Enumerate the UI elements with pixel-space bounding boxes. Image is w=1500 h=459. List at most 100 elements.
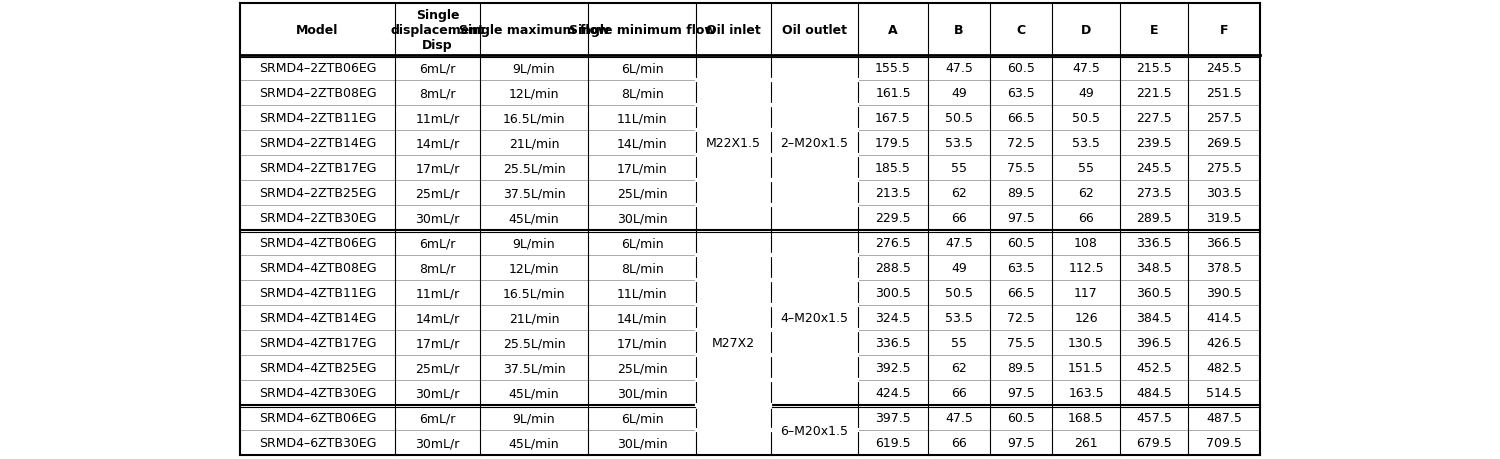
Text: 392.5: 392.5	[874, 361, 910, 374]
Text: 75.5: 75.5	[1007, 162, 1035, 174]
Text: 30L/min: 30L/min	[616, 212, 668, 224]
Text: 8L/min: 8L/min	[621, 262, 663, 274]
Text: 25mL/r: 25mL/r	[416, 187, 459, 200]
Text: 215.5: 215.5	[1136, 62, 1172, 75]
Text: SRMD4–6ZTB30EG: SRMD4–6ZTB30EG	[258, 436, 376, 449]
Text: 6mL/r: 6mL/r	[420, 411, 456, 424]
Text: 72.5: 72.5	[1007, 311, 1035, 325]
Text: 21L/min: 21L/min	[509, 137, 560, 150]
Text: M27X2: M27X2	[712, 336, 754, 349]
Text: 66: 66	[951, 386, 968, 399]
Text: 6L/min: 6L/min	[621, 411, 663, 424]
Text: 50.5: 50.5	[1072, 112, 1100, 125]
Text: 49: 49	[951, 262, 968, 274]
Text: 397.5: 397.5	[874, 411, 910, 424]
Text: 37.5L/min: 37.5L/min	[503, 361, 566, 374]
Text: 261: 261	[1074, 436, 1098, 449]
Text: 66: 66	[951, 212, 968, 224]
Text: 25.5L/min: 25.5L/min	[503, 162, 566, 174]
Text: 62: 62	[951, 187, 968, 200]
Text: 6L/min: 6L/min	[621, 236, 663, 249]
Text: 336.5: 336.5	[1136, 236, 1172, 249]
Text: 324.5: 324.5	[874, 311, 910, 325]
Text: 227.5: 227.5	[1136, 112, 1172, 125]
Text: M22X1.5: M22X1.5	[706, 137, 760, 150]
Text: 303.5: 303.5	[1206, 187, 1242, 200]
Text: 487.5: 487.5	[1206, 411, 1242, 424]
Text: 14L/min: 14L/min	[616, 137, 668, 150]
Text: 414.5: 414.5	[1206, 311, 1242, 325]
Text: 25.5L/min: 25.5L/min	[503, 336, 566, 349]
Text: 8L/min: 8L/min	[621, 87, 663, 100]
Text: 288.5: 288.5	[874, 262, 910, 274]
Text: 229.5: 229.5	[874, 212, 910, 224]
Text: 62: 62	[951, 361, 968, 374]
Text: 366.5: 366.5	[1206, 236, 1242, 249]
Text: SRMD4–2ZTB11EG: SRMD4–2ZTB11EG	[260, 112, 376, 125]
Text: SRMD4–4ZTB08EG: SRMD4–4ZTB08EG	[258, 262, 376, 274]
Text: 60.5: 60.5	[1007, 411, 1035, 424]
Text: Single minimum flow: Single minimum flow	[568, 23, 716, 36]
Text: 60.5: 60.5	[1007, 62, 1035, 75]
Text: SRMD4–2ZTB17EG: SRMD4–2ZTB17EG	[258, 162, 376, 174]
Text: 75.5: 75.5	[1007, 336, 1035, 349]
Text: SRMD4–2ZTB06EG: SRMD4–2ZTB06EG	[258, 62, 376, 75]
Text: 4–M20x1.5: 4–M20x1.5	[780, 311, 849, 325]
Text: 679.5: 679.5	[1136, 436, 1172, 449]
Text: 53.5: 53.5	[945, 137, 974, 150]
Text: 245.5: 245.5	[1206, 62, 1242, 75]
Text: 89.5: 89.5	[1007, 361, 1035, 374]
Text: 66.5: 66.5	[1007, 112, 1035, 125]
Text: 384.5: 384.5	[1136, 311, 1172, 325]
Text: 276.5: 276.5	[874, 236, 910, 249]
Text: F: F	[1220, 23, 1228, 36]
Text: 185.5: 185.5	[874, 162, 910, 174]
Text: 45L/min: 45L/min	[509, 436, 560, 449]
Text: 47.5: 47.5	[945, 236, 974, 249]
Text: 62: 62	[1078, 187, 1094, 200]
Text: 11L/min: 11L/min	[616, 286, 668, 299]
Text: 289.5: 289.5	[1136, 212, 1172, 224]
Text: 63.5: 63.5	[1007, 262, 1035, 274]
Text: 30mL/r: 30mL/r	[416, 436, 459, 449]
Text: 709.5: 709.5	[1206, 436, 1242, 449]
Text: 97.5: 97.5	[1007, 386, 1035, 399]
Text: 16.5L/min: 16.5L/min	[503, 112, 566, 125]
Text: 6–M20x1.5: 6–M20x1.5	[780, 424, 849, 437]
Text: 163.5: 163.5	[1068, 386, 1104, 399]
Text: D: D	[1082, 23, 1090, 36]
Text: 426.5: 426.5	[1206, 336, 1242, 349]
Text: SRMD4–2ZTB30EG: SRMD4–2ZTB30EG	[258, 212, 376, 224]
Text: 300.5: 300.5	[874, 286, 910, 299]
Text: 117: 117	[1074, 286, 1098, 299]
Text: 452.5: 452.5	[1136, 361, 1172, 374]
Text: 8mL/r: 8mL/r	[419, 87, 456, 100]
Text: 8mL/r: 8mL/r	[419, 262, 456, 274]
Text: 151.5: 151.5	[1068, 361, 1104, 374]
Text: 17mL/r: 17mL/r	[416, 336, 459, 349]
Text: 47.5: 47.5	[945, 411, 974, 424]
Text: 457.5: 457.5	[1136, 411, 1172, 424]
Text: 6L/min: 6L/min	[621, 62, 663, 75]
Text: 66: 66	[1078, 212, 1094, 224]
Text: 167.5: 167.5	[874, 112, 910, 125]
Text: SRMD4–4ZTB06EG: SRMD4–4ZTB06EG	[258, 236, 376, 249]
Text: 336.5: 336.5	[874, 336, 910, 349]
Text: SRMD4–4ZTB25EG: SRMD4–4ZTB25EG	[258, 361, 376, 374]
Text: 9L/min: 9L/min	[513, 236, 555, 249]
Text: SRMD4–4ZTB14EG: SRMD4–4ZTB14EG	[260, 311, 376, 325]
Text: 390.5: 390.5	[1206, 286, 1242, 299]
Text: 53.5: 53.5	[945, 311, 974, 325]
Text: SRMD4–4ZTB17EG: SRMD4–4ZTB17EG	[258, 336, 376, 349]
Text: Oil outlet: Oil outlet	[782, 23, 847, 36]
Text: 21L/min: 21L/min	[509, 311, 560, 325]
Text: 17L/min: 17L/min	[616, 336, 668, 349]
Text: 47.5: 47.5	[1072, 62, 1100, 75]
Text: 396.5: 396.5	[1136, 336, 1172, 349]
Text: 12L/min: 12L/min	[509, 87, 560, 100]
Text: Oil inlet: Oil inlet	[706, 23, 760, 36]
Text: 257.5: 257.5	[1206, 112, 1242, 125]
Text: 213.5: 213.5	[874, 187, 910, 200]
Text: 30L/min: 30L/min	[616, 386, 668, 399]
Text: 378.5: 378.5	[1206, 262, 1242, 274]
